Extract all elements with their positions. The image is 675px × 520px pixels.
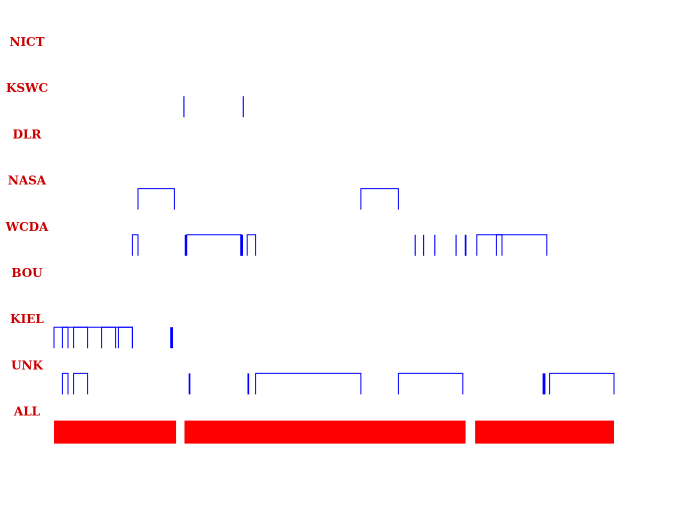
row-label-all: ALL <box>13 405 41 419</box>
row-label-kswc: KSWC <box>6 81 48 95</box>
kiel-segment-4 <box>117 326 133 349</box>
kiel-segment-0 <box>53 326 133 349</box>
unk-segment-5 <box>397 372 464 395</box>
wcda-segment-11 <box>495 234 548 256</box>
wcda-segment-2 <box>186 234 243 256</box>
row-label-nasa: NASA <box>8 174 47 188</box>
unk-segment-4 <box>255 372 362 395</box>
wcda-segment-4 <box>246 234 257 256</box>
row-label-kiel: KIEL <box>10 312 44 326</box>
row-label-wcda: WCDA <box>5 220 49 234</box>
unk-segment-0 <box>61 372 69 395</box>
row-label-nict: NICT <box>9 35 44 49</box>
wcda-segment-10 <box>476 234 503 256</box>
row-label-unk: UNK <box>11 358 43 372</box>
nasa-segment-0 <box>137 188 175 210</box>
kiel-segment-1 <box>61 326 69 349</box>
row-label-bou: BOU <box>11 266 43 280</box>
kiel-segment-3 <box>101 326 117 349</box>
kiel-segment-2 <box>73 326 89 349</box>
all-segment-0 <box>54 420 177 444</box>
all-segment-1 <box>184 420 466 444</box>
row-label-dlr: DLR <box>13 127 43 141</box>
unk-segment-1 <box>73 372 89 395</box>
all-segment-2 <box>475 420 614 444</box>
nasa-segment-1 <box>360 188 399 210</box>
wcda-segment-0 <box>131 234 139 256</box>
unk-segment-7 <box>549 372 615 395</box>
